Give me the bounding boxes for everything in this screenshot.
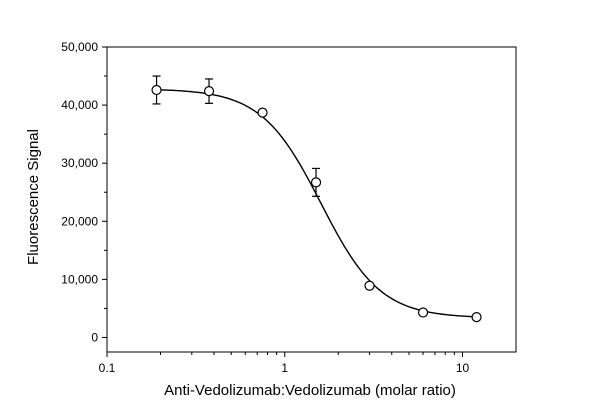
y-tick-label: 20,000 [61,214,98,228]
y-tick-label: 50,000 [61,40,98,54]
data-point [417,307,429,318]
y-tick-label: 40,000 [61,98,98,112]
data-point [257,107,268,118]
data-point [151,84,162,96]
y-tick-label: 10,000 [61,272,98,286]
data-point [310,177,322,188]
y-axis-label: Fluorescence Signal [25,129,42,265]
x-axis-label: Anti-Vedolizumab:Vedolizumab (molar rati… [164,382,456,399]
x-tick-label: 1 [281,361,288,375]
plot-frame [106,46,517,353]
y-tick-label: 30,000 [61,156,98,170]
data-point [364,280,375,291]
fit-curve [156,89,477,318]
data-point [471,312,482,323]
plot-area: 0 10,000 20,000 30,000 40,000 50,000 0.1 1 10 [61,40,517,375]
data-point [203,86,215,97]
x-tick-label: 10 [456,361,470,375]
y-tick-label: 0 [91,330,98,344]
x-tick-label: 0.1 [99,361,116,375]
